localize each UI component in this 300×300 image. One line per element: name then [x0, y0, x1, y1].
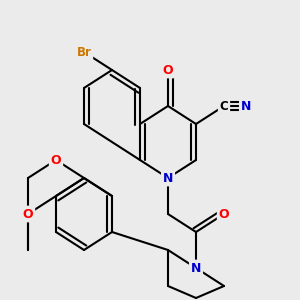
Text: O: O [163, 64, 173, 76]
Text: O: O [219, 208, 229, 220]
Text: C: C [220, 100, 228, 112]
Text: Br: Br [76, 46, 92, 59]
Text: N: N [241, 100, 251, 112]
Text: N: N [163, 172, 173, 184]
Text: O: O [51, 154, 61, 166]
Text: N: N [191, 262, 201, 275]
Text: O: O [23, 208, 33, 220]
